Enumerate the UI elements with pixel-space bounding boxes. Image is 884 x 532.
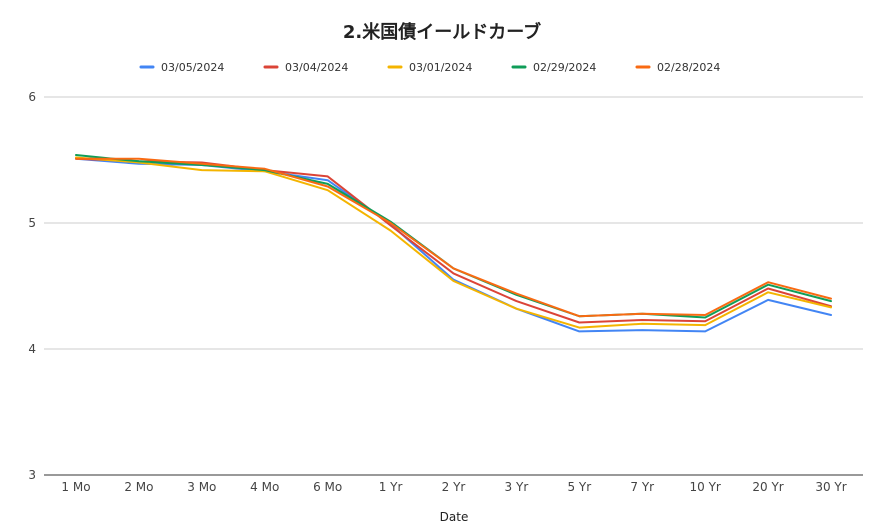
- x-tick-label: 6 Mo: [313, 480, 342, 494]
- x-tick-label: 4 Mo: [250, 480, 279, 494]
- chart-series: [75, 154, 832, 333]
- x-tick-label: 5 Yr: [567, 480, 591, 494]
- series-line: [75, 157, 832, 324]
- chart-title: 2.米国債イールドカーブ: [343, 21, 541, 43]
- x-axis-ticks: 1 Mo 2 Mo 3 Mo 4 Mo 6 Mo 1 Yr 2 Yr 3 Yr 5 Yr 7 Yr…: [61, 480, 846, 494]
- legend-label: 02/28/2024: [657, 61, 720, 74]
- y-tick-label: 3: [28, 468, 36, 482]
- x-tick-label: 7 Yr: [630, 480, 654, 494]
- x-tick-label: 30 Yr: [815, 480, 846, 494]
- legend-label: 03/04/2024: [285, 61, 348, 74]
- chart-legend: 03/05/2024 03/04/2024 03/01/2024 02/29/2024…: [139, 61, 720, 74]
- legend-item[interactable]: 03/05/2024: [139, 61, 224, 74]
- legend-item[interactable]: 02/28/2024: [635, 61, 720, 74]
- y-tick-label: 6: [28, 90, 36, 104]
- x-tick-label: 20 Yr: [752, 480, 783, 494]
- x-tick-label: 1 Yr: [379, 480, 403, 494]
- y-tick-label: 4: [28, 342, 36, 356]
- x-tick-label: 2 Yr: [442, 480, 466, 494]
- x-axis-label: Date: [440, 510, 469, 524]
- y-axis-ticks: 3 4 5 6: [28, 90, 36, 482]
- x-tick-label: 3 Mo: [187, 480, 216, 494]
- series-line: [75, 157, 832, 318]
- legend-item[interactable]: 02/29/2024: [511, 61, 596, 74]
- legend-label: 03/05/2024: [161, 61, 224, 74]
- chart-gridlines: [44, 96, 863, 476]
- legend-label: 03/01/2024: [409, 61, 472, 74]
- legend-label: 02/29/2024: [533, 61, 596, 74]
- x-tick-label: 10 Yr: [689, 480, 720, 494]
- x-tick-label: 2 Mo: [124, 480, 153, 494]
- x-tick-label: 1 Mo: [61, 480, 90, 494]
- y-tick-label: 5: [28, 216, 36, 230]
- x-tick-label: 3 Yr: [505, 480, 529, 494]
- series-line: [75, 156, 832, 329]
- legend-item[interactable]: 03/04/2024: [263, 61, 348, 74]
- legend-item[interactable]: 03/01/2024: [387, 61, 472, 74]
